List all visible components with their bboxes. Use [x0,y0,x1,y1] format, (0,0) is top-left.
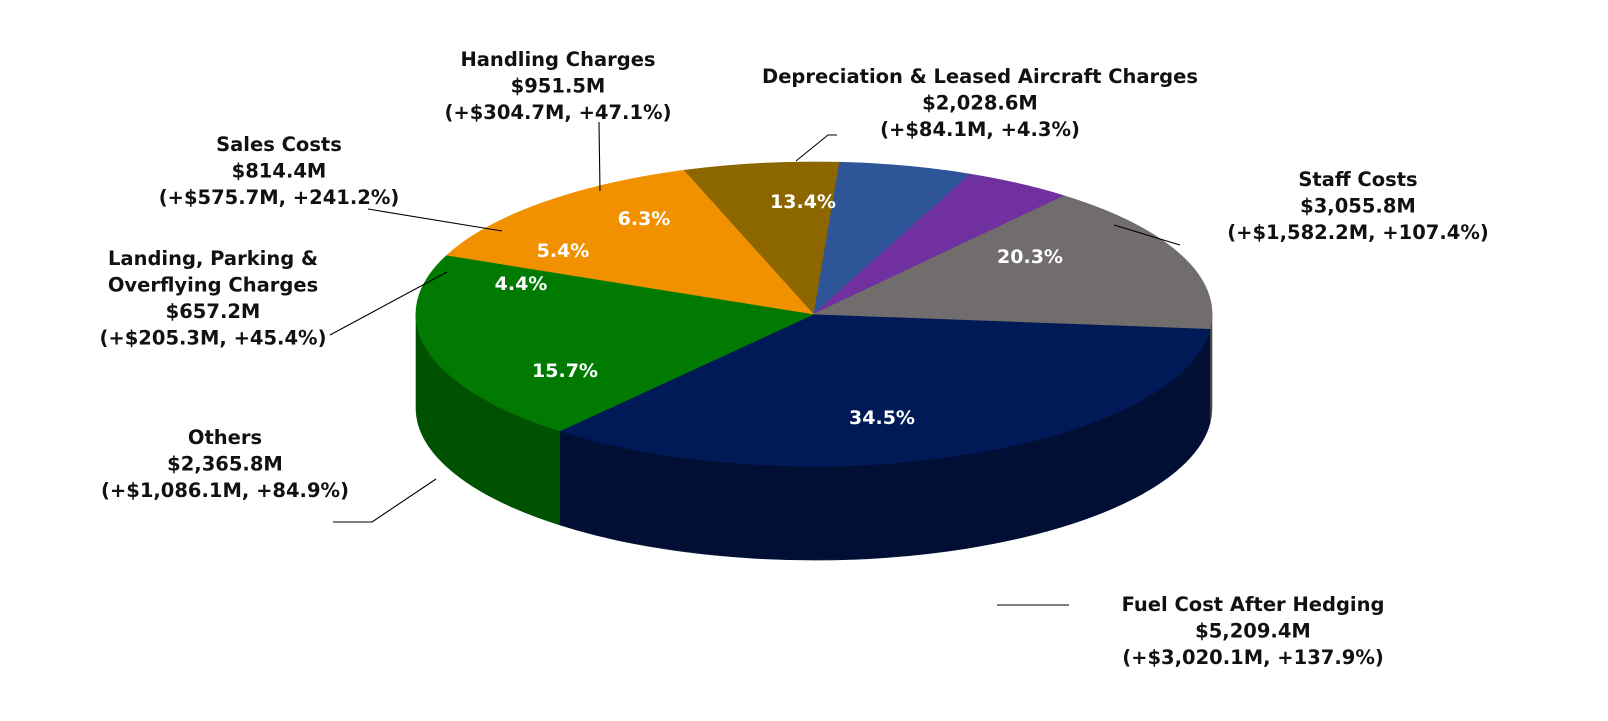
slice-label-line: Others [188,426,262,449]
pie-slice-depreciation [446,169,815,315]
slice-label-others: Others $2,365.8M (+$1,086.1M, +84.9%) [101,426,349,502]
percent-labels: 34.5% 20.3% 13.4% 6.3% 5.4% 4.4% 15.7% [495,191,1063,429]
percent-label-landing: 4.4% [495,273,548,295]
percent-label-depreciation: 13.4% [770,191,836,213]
slice-label-line: $814.4M [232,160,327,183]
slice-label-line: (+$84.1M, +4.3%) [880,118,1080,141]
slice-label-line: (+$3,020.1M, +137.9%) [1122,646,1384,669]
slice-label-line: $2,028.6M [922,92,1038,115]
percent-label-staff: 20.3% [997,246,1063,268]
slice-label-line: $657.2M [166,300,261,323]
slice-label-line: Landing, Parking & [108,247,318,270]
percent-label-sales: 5.4% [537,240,590,262]
pie-slice-staff [415,254,815,432]
slice-label-line: $3,055.8M [1300,195,1416,218]
pie-slice-sales [813,161,971,315]
pie-side-others [1209,313,1213,423]
slice-label-line: $5,209.4M [1195,620,1311,643]
leader-line-depreciation [795,134,837,162]
slice-label-line: (+$205.3M, +45.4%) [99,327,326,350]
leader-line-handling [598,121,601,192]
slice-label-line: Fuel Cost After Hedging [1122,593,1385,616]
percent-label-handling: 6.3% [618,208,671,230]
leader-line-staff [1113,224,1181,246]
pie-slice-fuel [559,313,1211,467]
leader-line-sales [367,208,503,232]
slice-label-line: (+$304.7M, +47.1%) [444,101,671,124]
slice-label-line: Staff Costs [1298,168,1417,191]
slice-label-staff: Staff Costs $3,055.8M (+$1,582.2M, +107.4%… [1227,168,1489,244]
leader-line-landing [329,271,448,336]
slice-label-line: Handling Charges [460,48,655,71]
slice-label-fuel: Fuel Cost After Hedging $5,209.4M (+$3,020… [1122,593,1385,669]
slice-label-handling: Handling Charges $951.5M (+$304.7M, +47.1%… [444,48,671,124]
pie-slice-handling [684,161,841,315]
slice-label-line: $2,365.8M [167,453,283,476]
leader-lines [329,121,1181,606]
pie-slices [415,161,1213,467]
slice-label-landing: Landing, Parking & Overflying Charges $657… [99,247,326,350]
percent-label-others: 15.7% [532,360,598,382]
slice-label-line: Depreciation & Leased Aircraft Charges [762,65,1198,88]
slice-labels: Fuel Cost After Hedging $5,209.4M (+$3,020… [99,48,1488,669]
slice-label-line: (+$1,582.2M, +107.4%) [1227,221,1489,244]
slice-label-line: Sales Costs [216,133,342,156]
slice-label-line: (+$1,086.1M, +84.9%) [101,479,349,502]
percent-label-fuel: 34.5% [849,407,915,429]
slice-label-line: Overflying Charges [108,274,318,297]
slice-label-line: $951.5M [511,75,606,98]
slice-label-depreciation: Depreciation & Leased Aircraft Charges $2… [762,65,1198,141]
pie-slice-others [813,195,1213,329]
slice-label-sales: Sales Costs $814.4M (+$575.7M, +241.2%) [159,133,400,209]
slice-label-line: (+$575.7M, +241.2%) [159,186,400,209]
leader-line-others [333,478,437,523]
